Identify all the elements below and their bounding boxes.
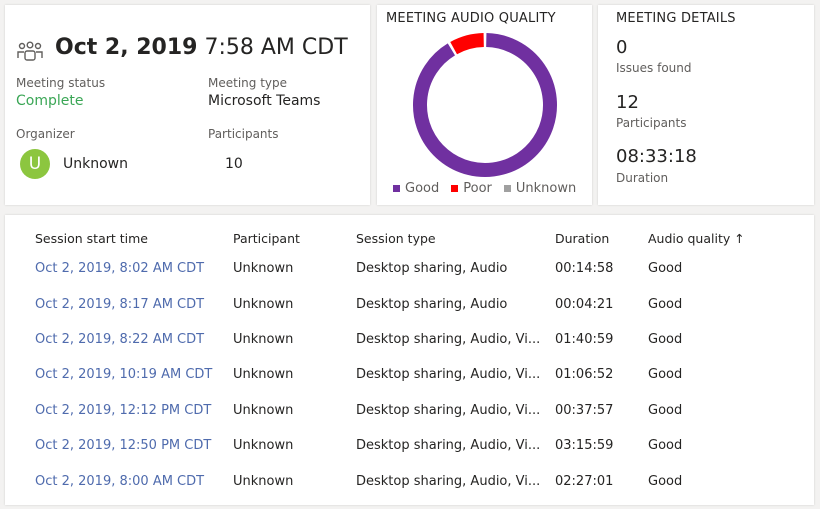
cell-session-start-time[interactable]: Oct 2, 2019, 8:00 AM CDT [5,463,233,498]
legend-label: Good [405,181,440,196]
session-link[interactable]: Oct 2, 2019, 8:17 AM CDT [35,296,205,312]
cell-duration: 00:14:58 [555,261,614,277]
meeting-details-card: MEETING DETAILS 0 Issues found 12 Partic… [598,5,814,205]
cell-session-start-time[interactable]: Oct 2, 2019, 8:22 AM CDT [5,322,233,357]
sessions-table: Session start time Participant Session t… [5,225,814,499]
cell-session-type: Desktop sharing, Audio, Vi... [356,473,541,489]
issues-found-label: Issues found [616,61,692,75]
meeting-type-label: Meeting type [208,76,288,90]
issues-found-value: 0 [616,37,628,58]
cell-session-start-time[interactable]: Oct 2, 2019, 10:19 AM CDT [5,357,233,392]
details-participants-label: Participants [616,116,687,130]
audio-quality-card: MEETING AUDIO QUALITY Good Poor Unknown [377,5,592,205]
cell-session-type: Desktop sharing, Audio, Vi... [356,331,541,347]
audio-quality-title: MEETING AUDIO QUALITY [386,11,556,26]
cell-duration: 03:15:59 [555,438,614,454]
cell-duration: 01:06:52 [555,367,614,383]
duration-value: 08:33:18 [616,146,697,167]
participants-value: 10 [225,156,243,172]
legend-swatch [451,185,459,192]
cell-duration: 02:27:01 [555,473,614,489]
meeting-details-title: MEETING DETAILS [616,11,736,26]
cell-participant: Unknown [233,296,294,312]
cell-session-start-time[interactable]: Oct 2, 2019, 8:02 AM CDT [5,251,233,286]
organizer-label: Organizer [16,127,75,141]
session-link[interactable]: Oct 2, 2019, 12:12 PM CDT [35,402,212,418]
donut-slice-good[interactable] [413,33,557,177]
legend-item-unknown[interactable]: Unknown [503,181,577,196]
cell-audio-quality: Good [648,402,683,418]
legend-swatch [503,185,511,192]
cell-participant: Unknown [233,473,294,489]
cell-participant: Unknown [233,402,294,418]
cell-duration: 01:40:59 [555,331,614,347]
cell-audio-quality: Good [648,367,683,383]
cell-session-start-time[interactable]: Oct 2, 2019, 12:50 PM CDT [5,428,233,463]
table-row[interactable]: Oct 2, 2019, 12:50 PM CDT Unknown Desktop … [5,428,814,463]
cell-duration: 00:37:57 [555,402,614,418]
table-row[interactable]: Oct 2, 2019, 8:00 AM CDT Unknown Desktop s… [5,463,814,498]
cell-session-type: Desktop sharing, Audio [356,296,508,312]
cell-session-start-time[interactable]: Oct 2, 2019, 12:12 PM CDT [5,393,233,428]
legend-label: Poor [463,181,492,196]
table-row[interactable]: Oct 2, 2019, 8:02 AM CDT Unknown Desktop s… [5,251,814,286]
meeting-summary-card: Oct 2, 2019 7:58 AM CDT Meeting status C… [5,5,370,205]
legend-item-good[interactable]: Good [393,181,439,196]
cell-audio-quality: Good [648,473,683,489]
cell-audio-quality: Good [648,261,683,277]
table-row[interactable]: Oct 2, 2019, 10:19 AM CDT Unknown Desktop … [5,357,814,392]
cell-participant: Unknown [233,331,294,347]
session-link[interactable]: Oct 2, 2019, 12:50 PM CDT [35,438,212,454]
cell-audio-quality: Good [648,438,683,454]
legend-swatch [393,185,400,192]
cell-audio-quality: Good [648,331,683,347]
participants-label: Participants [208,127,279,141]
legend-item-poor[interactable]: Poor [451,181,492,196]
chart-legend: Good Poor Unknown [393,181,576,196]
organizer-value: Unknown [63,156,128,172]
details-participants-value: 12 [616,92,639,113]
col-audio-quality-label: Audio quality [648,230,731,246]
sessions-table-card: Session start time Participant Session t… [5,215,814,505]
legend-label: Unknown [515,181,577,196]
cell-participant: Unknown [233,261,294,277]
sort-ascending-arrow-icon: ↑ [734,230,745,246]
session-link[interactable]: Oct 2, 2019, 8:00 AM CDT [35,473,205,489]
cell-session-start-time[interactable]: Oct 2, 2019, 8:17 AM CDT [5,286,233,321]
col-audio-quality[interactable]: Audio quality ↑ [648,225,814,251]
cell-participant: Unknown [233,438,294,454]
table-row[interactable]: Oct 2, 2019, 12:12 PM CDT Unknown Desktop … [5,393,814,428]
cell-participant: Unknown [233,367,294,383]
session-link[interactable]: Oct 2, 2019, 10:19 AM CDT [35,367,213,383]
meeting-datetime: Oct 2, 2019 7:58 AM CDT [55,35,348,60]
col-participant[interactable]: Participant [233,230,300,246]
cell-session-type: Desktop sharing, Audio [356,261,508,277]
audio-quality-donut [413,33,557,177]
avatar: U [20,149,50,179]
meeting-status-value: Complete [16,93,84,109]
session-link[interactable]: Oct 2, 2019, 8:02 AM CDT [35,261,205,277]
col-duration[interactable]: Duration [555,230,610,246]
cell-session-type: Desktop sharing, Audio, Vi... [356,367,541,383]
duration-label: Duration [616,171,669,185]
col-session-type[interactable]: Session type [356,230,436,246]
table-row[interactable]: Oct 2, 2019, 8:22 AM CDT Unknown Desktop s… [5,322,814,357]
cell-duration: 00:04:21 [555,296,614,312]
cell-session-type: Desktop sharing, Audio, Vi... [356,402,541,418]
teams-meeting-icon [17,41,43,61]
cell-audio-quality: Good [648,296,683,312]
meeting-status-label: Meeting status [16,76,106,90]
cell-session-type: Desktop sharing, Audio, Vi... [356,438,541,454]
col-session-start-time[interactable]: Session start time [35,230,148,246]
session-link[interactable]: Oct 2, 2019, 8:22 AM CDT [35,331,205,347]
meeting-type-value: Microsoft Teams [208,93,321,109]
table-row[interactable]: Oct 2, 2019, 8:17 AM CDT Unknown Desktop s… [5,286,814,321]
donut-slice-poor[interactable] [450,33,485,55]
